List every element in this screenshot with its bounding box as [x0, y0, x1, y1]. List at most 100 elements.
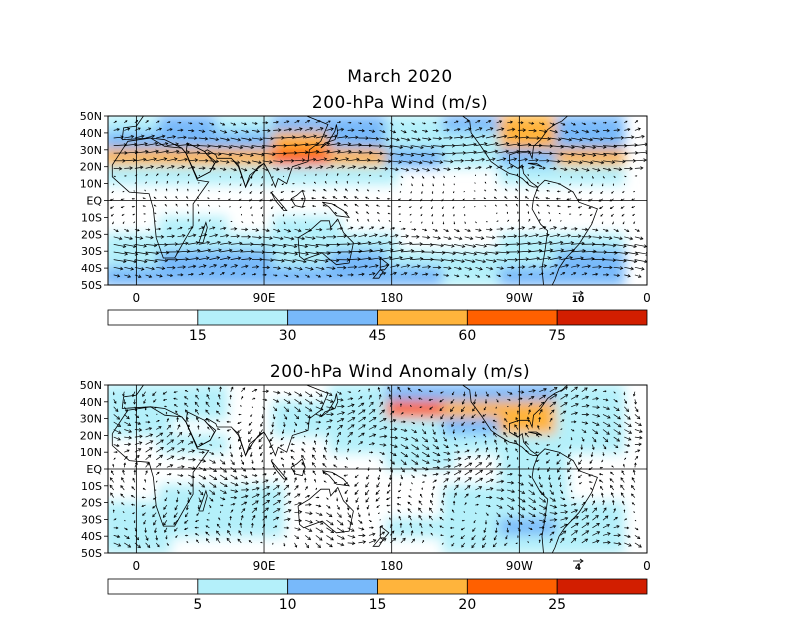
wind-arrow-head — [476, 448, 479, 451]
wind-arrow — [485, 228, 493, 231]
wind-arrow — [230, 452, 233, 457]
wind-arrow-head — [590, 487, 592, 490]
wind-arrow — [560, 145, 575, 148]
wind-arrow-head — [521, 390, 525, 394]
wind-arrow-head — [387, 484, 391, 488]
wind-arrow-head — [372, 532, 376, 536]
wind-arrow — [250, 452, 253, 457]
wind-arrow-head — [584, 538, 589, 542]
wind-arrow — [216, 530, 221, 536]
wind-arrow — [602, 507, 607, 513]
wind-arrow-head — [447, 458, 452, 462]
wind-arrow-head — [456, 229, 460, 233]
wind-arrow — [262, 515, 267, 521]
wind-arrow-head — [460, 536, 464, 540]
wind-arrow-head — [464, 214, 466, 217]
wind-arrow-head — [260, 453, 263, 457]
wind-arrow-head — [234, 264, 239, 268]
wind-arrow — [411, 459, 419, 465]
wind-arrow — [337, 158, 349, 162]
wind-arrow — [347, 144, 362, 146]
wind-arrow-head — [527, 540, 529, 543]
wind-arrow-head — [627, 416, 631, 420]
wind-arrow — [496, 520, 499, 525]
shade-cell — [555, 250, 625, 270]
shade-cell — [499, 233, 568, 253]
wind-arrow-head — [151, 266, 155, 271]
wind-arrow — [528, 234, 539, 238]
wind-arrow — [177, 474, 183, 477]
wind-arrow-head — [420, 207, 422, 209]
wind-arrow-head — [380, 461, 383, 464]
shade-cell — [158, 250, 228, 270]
wind-arrow-head — [486, 394, 489, 397]
wind-arrow — [560, 523, 568, 529]
wind-arrow-head — [439, 525, 442, 528]
wind-arrow-head — [297, 527, 301, 531]
wind-arrow-head — [290, 198, 293, 201]
wind-arrow-head — [458, 463, 462, 468]
wind-arrow-head — [569, 256, 573, 260]
wind-arrow-head — [415, 446, 420, 450]
wind-arrow-head — [239, 145, 244, 150]
coastline — [270, 460, 288, 480]
wind-arrow-head — [627, 274, 631, 278]
wind-arrow — [429, 507, 434, 513]
wind-arrow-head — [602, 453, 605, 457]
wind-arrow-head — [494, 141, 499, 146]
wind-arrow — [379, 401, 383, 407]
wind-arrow — [400, 474, 403, 480]
wind-arrow-head — [400, 476, 404, 480]
wind-arrow-head — [567, 191, 570, 193]
wind-arrow-head — [453, 191, 455, 194]
wind-arrow-head — [159, 432, 164, 436]
wind-arrow — [113, 128, 120, 131]
wind-arrow-head — [249, 192, 252, 194]
wind-arrow-head — [305, 429, 308, 431]
wind-arrow-head — [588, 474, 591, 477]
wind-arrow — [326, 512, 333, 517]
wind-arrow-head — [271, 424, 275, 428]
wind-arrow — [166, 447, 175, 453]
wind-arrow — [305, 512, 313, 514]
wind-arrow-head — [509, 514, 513, 518]
wind-arrow — [198, 234, 207, 238]
wind-arrow — [528, 390, 536, 393]
wind-arrow-head — [216, 523, 220, 527]
wind-arrow — [475, 477, 483, 483]
wind-arrow — [156, 143, 168, 146]
wind-arrow — [411, 436, 419, 442]
wind-arrow-head — [215, 137, 220, 142]
wind-arrow-head — [467, 456, 472, 460]
wind-arrow-head — [265, 479, 269, 483]
wind-arrow-head — [625, 120, 628, 123]
wind-arrow-head — [185, 416, 189, 420]
wind-arrow — [336, 512, 342, 518]
wind-arrow — [421, 436, 428, 443]
wind-arrow — [230, 235, 240, 238]
wind-arrow-head — [116, 416, 121, 420]
wind-arrow — [517, 166, 524, 169]
wind-arrow-head — [298, 501, 302, 506]
wind-arrow — [400, 160, 412, 164]
wind-arrow — [156, 128, 162, 131]
wind-arrow — [177, 432, 183, 438]
wind-arrow-head — [383, 443, 387, 447]
wind-arrow-head — [522, 128, 527, 132]
wind-arrow — [305, 504, 312, 506]
wind-arrow — [241, 258, 252, 260]
wind-arrow-head — [524, 196, 528, 199]
wind-arrow-head — [462, 143, 467, 147]
wind-arrow — [198, 145, 211, 147]
wind-arrow-head — [525, 257, 530, 261]
wind-arrow — [602, 414, 611, 419]
wind-arrow — [571, 160, 583, 164]
wind-arrow-head — [191, 129, 195, 133]
wind-arrow — [248, 421, 253, 426]
wind-arrow-head — [345, 157, 350, 161]
wind-arrow-head — [549, 484, 553, 488]
wind-arrow-head — [569, 446, 572, 450]
wind-arrow — [560, 137, 572, 141]
wind-arrow-head — [207, 197, 209, 199]
wind-arrow — [196, 417, 200, 423]
